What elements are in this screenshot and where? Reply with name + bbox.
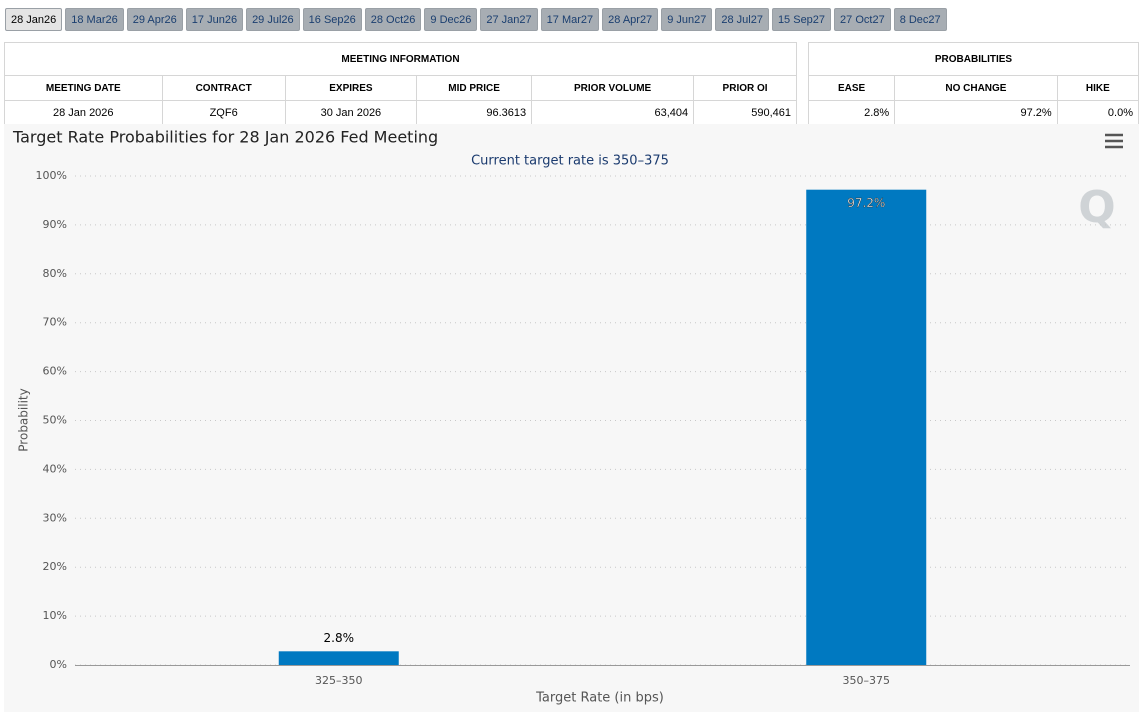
y-tick-label: 50%	[43, 414, 67, 427]
tab[interactable]: 28 Jan26	[5, 8, 63, 31]
tab[interactable]: 28 Apr27	[602, 8, 659, 31]
column-header: MEETING DATE	[4, 75, 163, 101]
table-title: PROBABILITIES	[808, 42, 1139, 76]
y-tick-label: 30%	[43, 511, 67, 524]
table-title: MEETING INFORMATION	[4, 42, 797, 76]
tab[interactable]: 15 Sep27	[771, 8, 832, 31]
column-header: MID PRICE	[416, 75, 533, 101]
column-header: NO CHANGE	[894, 75, 1058, 101]
tab[interactable]: 18 Mar26	[65, 8, 124, 31]
tab[interactable]: 27 Jan27	[480, 8, 538, 31]
tab[interactable]: 17 Jun26	[185, 8, 244, 31]
cell: 0.0%	[1056, 100, 1140, 126]
x-tick-label: 325–350	[315, 674, 363, 687]
column-header: PRIOR OI	[693, 75, 797, 101]
chart: Target Rate Probabilities for 28 Jan 202…	[4, 124, 1139, 712]
tab[interactable]: 9 Jun27	[661, 8, 713, 31]
bar	[278, 651, 399, 665]
y-tick-label: 100%	[36, 169, 67, 182]
x-axis-label: Target Rate (in bps)	[535, 691, 664, 706]
value-label: 2.8%	[324, 631, 355, 645]
column-header: HIKE	[1056, 75, 1140, 101]
probabilities-table: PROBABILITIES EASE NO CHANGE HIKE 2.8% 97.2%…	[807, 42, 1140, 126]
y-axis-label: Probability	[17, 388, 31, 451]
value-label: 97.2%	[847, 196, 885, 210]
watermark: Q	[1078, 182, 1115, 233]
y-tick-label: 0%	[50, 658, 67, 671]
y-tick-label: 90%	[43, 218, 67, 231]
chart-subtitle: Current target rate is 350–375	[471, 154, 669, 169]
column-header: PRIOR VOLUME	[531, 75, 695, 101]
chart-background	[4, 124, 1139, 712]
tab[interactable]: 29 Jul26	[246, 8, 300, 31]
cell: 28 Jan 2026	[4, 100, 163, 126]
tab[interactable]: 9 Dec26	[424, 8, 478, 31]
meeting-tabs: 28 Jan26 18 Mar26 29 Apr26 17 Jun26 29 Jul26…	[5, 8, 947, 31]
y-tick-label: 40%	[43, 462, 67, 475]
y-tick-label: 70%	[43, 316, 67, 329]
y-tick-label: 60%	[43, 365, 67, 378]
tab[interactable]: 28 Oct26	[364, 8, 422, 31]
column-header: CONTRACT	[161, 75, 286, 101]
chart-title: Target Rate Probabilities for 28 Jan 202…	[12, 128, 438, 147]
meeting-info-table: MEETING INFORMATION MEETING DATE CONTRACT…	[4, 42, 797, 126]
tab[interactable]: 28 Jul27	[715, 8, 769, 31]
cell: 96.3613	[416, 100, 533, 126]
tab[interactable]: 17 Mar27	[540, 8, 600, 31]
column-header: EASE	[807, 75, 896, 101]
y-tick-label: 10%	[43, 609, 67, 622]
x-tick-label: 350–375	[843, 674, 891, 687]
bar	[806, 189, 927, 665]
tab[interactable]: 27 Oct27	[834, 8, 891, 31]
cell: ZQF6	[161, 100, 286, 126]
tab[interactable]: 8 Dec27	[893, 8, 947, 31]
cell: 30 Jan 2026	[284, 100, 418, 126]
cell: 590,461	[693, 100, 797, 126]
cell: 97.2%	[894, 100, 1058, 126]
column-header: EXPIRES	[284, 75, 418, 101]
tab[interactable]: 16 Sep26	[302, 8, 362, 31]
cell: 2.8%	[807, 100, 896, 126]
tab[interactable]: 29 Apr26	[126, 8, 183, 31]
y-tick-label: 20%	[43, 560, 67, 573]
y-tick-label: 80%	[43, 267, 67, 280]
cell: 63,404	[531, 100, 695, 126]
menu-button[interactable]	[1105, 133, 1123, 149]
